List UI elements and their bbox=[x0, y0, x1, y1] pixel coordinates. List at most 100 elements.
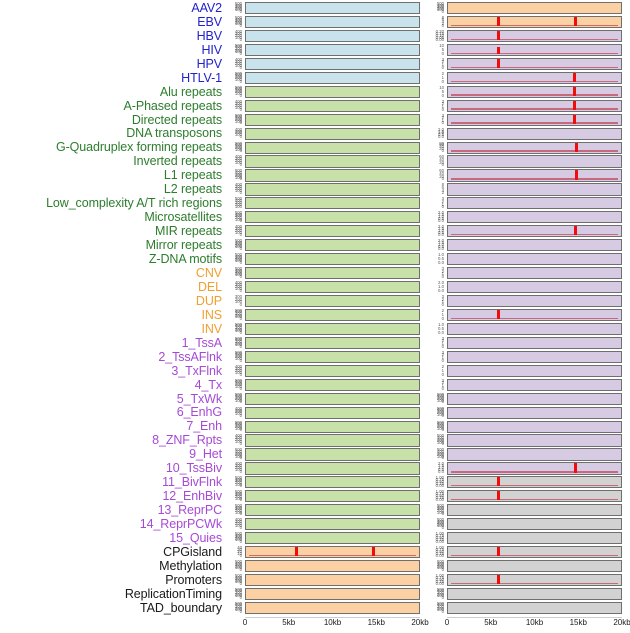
track-label-dna-transposons[interactable]: DNA transposons bbox=[126, 126, 222, 141]
track-label-7-enh[interactable]: 7_Enh bbox=[186, 419, 222, 434]
data-bar[interactable] bbox=[497, 59, 501, 68]
data-bar[interactable] bbox=[574, 226, 578, 236]
track-panel[interactable] bbox=[245, 601, 420, 615]
track-panel[interactable] bbox=[447, 490, 622, 503]
track-label-methylation[interactable]: Methylation bbox=[159, 558, 222, 573]
track-panel[interactable] bbox=[245, 392, 420, 405]
track-label-directed-repeats[interactable]: Directed repeats bbox=[131, 112, 222, 127]
track-panel[interactable] bbox=[447, 197, 622, 210]
track-panel[interactable] bbox=[447, 448, 622, 461]
data-bar[interactable] bbox=[574, 463, 578, 473]
track-panel[interactable] bbox=[447, 308, 622, 322]
track-panel[interactable] bbox=[245, 211, 420, 224]
track-panel[interactable] bbox=[245, 364, 420, 377]
data-bar[interactable] bbox=[575, 170, 579, 180]
track-panel[interactable] bbox=[447, 127, 622, 140]
data-bar[interactable] bbox=[575, 142, 579, 152]
track-panel[interactable] bbox=[245, 15, 420, 29]
track-label-microsatellites[interactable]: Microsatellites bbox=[144, 210, 222, 225]
track-panel[interactable] bbox=[245, 420, 420, 433]
track-panel[interactable] bbox=[447, 518, 622, 531]
data-bar[interactable] bbox=[573, 72, 577, 82]
track-label-15-quies[interactable]: 15_Quies bbox=[169, 531, 222, 545]
track-panel[interactable] bbox=[245, 141, 420, 154]
track-panel[interactable] bbox=[245, 253, 420, 266]
data-bar[interactable] bbox=[497, 547, 501, 557]
track-label-aav2[interactable]: AAV2 bbox=[191, 0, 222, 15]
track-panel[interactable] bbox=[245, 434, 420, 447]
data-bar[interactable] bbox=[574, 16, 578, 27]
track-panel[interactable] bbox=[245, 336, 420, 349]
track-label-cpgisland[interactable]: CPGisland bbox=[163, 544, 222, 559]
track-label-z-dna-motifs[interactable]: Z-DNA motifs bbox=[148, 252, 222, 266]
track-label-promoters[interactable]: Promoters bbox=[165, 572, 222, 587]
data-bar[interactable] bbox=[497, 30, 501, 41]
track-panel[interactable] bbox=[447, 532, 622, 545]
track-panel[interactable] bbox=[447, 364, 622, 377]
track-panel[interactable] bbox=[245, 2, 420, 15]
track-label-alu-repeats[interactable]: Alu repeats bbox=[159, 84, 222, 99]
track-panel[interactable] bbox=[245, 518, 420, 531]
track-panel[interactable] bbox=[245, 183, 420, 196]
track-panel[interactable] bbox=[245, 573, 420, 587]
track-panel[interactable] bbox=[245, 281, 420, 294]
track-panel[interactable] bbox=[245, 99, 420, 112]
track-panel[interactable] bbox=[447, 294, 622, 308]
track-panel[interactable] bbox=[447, 322, 622, 336]
track-panel[interactable] bbox=[245, 127, 420, 140]
data-bar[interactable] bbox=[295, 547, 299, 557]
track-panel[interactable] bbox=[245, 490, 420, 503]
track-panel[interactable] bbox=[245, 155, 420, 168]
track-panel[interactable] bbox=[447, 169, 622, 182]
track-label-hpv[interactable]: HPV bbox=[196, 56, 223, 71]
track-panel[interactable] bbox=[447, 99, 622, 112]
track-panel[interactable] bbox=[447, 504, 622, 517]
track-panel[interactable] bbox=[447, 239, 622, 252]
track-label-11-bivflnk[interactable]: 11_BivFlnk bbox=[162, 475, 222, 490]
data-bar[interactable] bbox=[372, 547, 376, 557]
track-label-dup[interactable]: DUP bbox=[195, 293, 222, 308]
track-panel[interactable] bbox=[447, 601, 622, 615]
track-label-2-tssaflnk[interactable]: 2_TssAFlnk bbox=[158, 349, 222, 364]
track-label-mir-repeats[interactable]: MIR repeats bbox=[155, 224, 222, 239]
track-panel[interactable] bbox=[447, 560, 622, 573]
track-panel[interactable] bbox=[447, 378, 622, 391]
track-panel[interactable] bbox=[245, 504, 420, 517]
track-panel[interactable] bbox=[447, 462, 622, 475]
track-label-cnv[interactable]: CNV bbox=[195, 265, 222, 280]
track-panel[interactable] bbox=[447, 420, 622, 433]
track-panel[interactable] bbox=[245, 560, 420, 573]
track-panel[interactable] bbox=[447, 211, 622, 224]
track-panel[interactable] bbox=[447, 476, 622, 489]
track-label-low-complexity-a-t-rich-regions[interactable]: Low_complexity A/T rich regions bbox=[46, 196, 222, 211]
track-panel[interactable] bbox=[245, 448, 420, 461]
track-panel[interactable] bbox=[447, 546, 622, 559]
track-label-5-txwk[interactable]: 5_TxWk bbox=[176, 391, 222, 406]
track-panel[interactable] bbox=[447, 15, 622, 29]
track-label-13-reprpc[interactable]: 13_ReprPC bbox=[157, 503, 223, 518]
data-bar[interactable] bbox=[573, 86, 577, 96]
track-label-tad-boundary[interactable]: TAD_boundary bbox=[140, 600, 222, 615]
data-bar[interactable] bbox=[497, 16, 501, 27]
track-panel[interactable] bbox=[447, 587, 622, 601]
track-panel[interactable] bbox=[447, 392, 622, 405]
track-label-ebv[interactable]: EBV bbox=[197, 14, 222, 29]
track-panel[interactable] bbox=[447, 253, 622, 266]
track-panel[interactable] bbox=[245, 546, 420, 559]
track-label-l2-repeats[interactable]: L2 repeats bbox=[163, 182, 222, 197]
track-label-mirror-repeats[interactable]: Mirror repeats bbox=[145, 238, 223, 253]
track-label-3-txflnk[interactable]: 3_TxFlnk bbox=[171, 363, 222, 378]
track-label-l1-repeats[interactable]: L1 repeats bbox=[163, 168, 222, 183]
track-panel[interactable] bbox=[245, 239, 420, 252]
track-panel[interactable] bbox=[245, 587, 420, 601]
track-panel[interactable] bbox=[245, 378, 420, 391]
track-label-inverted-repeats[interactable]: Inverted repeats bbox=[133, 154, 222, 169]
track-panel[interactable] bbox=[245, 532, 420, 545]
track-label-hiv[interactable]: HIV bbox=[201, 42, 222, 57]
track-panel[interactable] bbox=[245, 43, 420, 57]
track-panel[interactable] bbox=[447, 573, 622, 587]
track-label-9-het[interactable]: 9_Het bbox=[189, 447, 222, 462]
track-panel[interactable] bbox=[245, 57, 420, 70]
track-label-8-znf-rpts[interactable]: 8_ZNF_Rpts bbox=[152, 433, 222, 448]
track-panel[interactable] bbox=[447, 85, 622, 98]
